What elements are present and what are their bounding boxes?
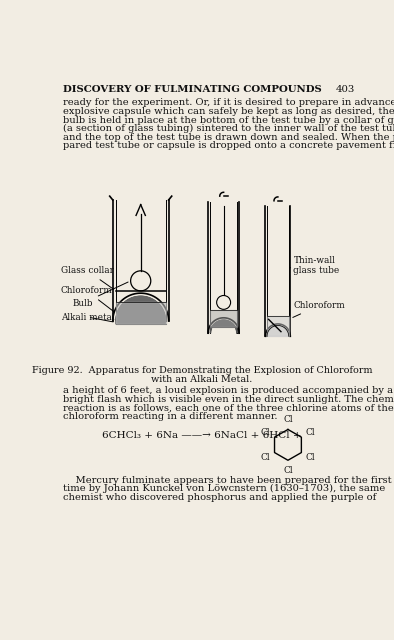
Text: chemist who discovered phosphorus and applied the purple of: chemist who discovered phosphorus and ap… [63,493,377,502]
Text: Glass collar: Glass collar [61,266,114,289]
Text: Chloroform: Chloroform [61,286,114,312]
Text: bulb is held in place at the bottom of the test tube by a collar of glass: bulb is held in place at the bottom of t… [63,116,394,125]
Text: Cl: Cl [305,428,315,436]
Text: pared test tube or capsule is dropped onto a concrete pavement from: pared test tube or capsule is dropped on… [63,141,394,150]
Text: DISCOVERY OF FULMINATING COMPOUNDS: DISCOVERY OF FULMINATING COMPOUNDS [63,85,322,94]
Text: ready for the experiment. Or, if it is desired to prepare in advance an: ready for the experiment. Or, if it is d… [63,99,394,108]
Text: Cl: Cl [261,453,271,462]
Text: Cl: Cl [261,428,271,436]
Text: Alkali metal: Alkali metal [61,312,115,322]
Text: Figure 92.  Apparatus for Demonstrating the Explosion of Chloroform: Figure 92. Apparatus for Demonstrating t… [32,365,372,374]
Polygon shape [267,326,289,336]
Text: Cl: Cl [283,466,293,475]
Polygon shape [210,320,237,333]
Polygon shape [116,296,165,324]
Text: 403: 403 [336,85,355,94]
Text: Chloroform: Chloroform [293,301,345,317]
Text: (a section of glass tubing) sintered to the inner wall of the test tube,: (a section of glass tubing) sintered to … [63,124,394,133]
Text: reaction is as follows, each one of the three chlorine atoms of the: reaction is as follows, each one of the … [63,404,394,413]
Text: Bulb: Bulb [72,282,128,308]
Text: Thin-wall
glass tube: Thin-wall glass tube [290,256,340,275]
Text: Mercury fulminate appears to have been prepared for the first: Mercury fulminate appears to have been p… [63,476,392,484]
Text: Cl: Cl [283,415,293,424]
Text: explosive capsule which can safely be kept as long as desired, then the: explosive capsule which can safely be ke… [63,107,394,116]
Text: Cl: Cl [305,453,315,462]
Text: bright flash which is visible even in the direct sunlight. The chemical: bright flash which is visible even in th… [63,395,394,404]
Text: and the top of the test tube is drawn down and sealed. When the pre-: and the top of the test tube is drawn do… [63,133,394,142]
Text: with an Alkali Metal.: with an Alkali Metal. [151,375,253,384]
Polygon shape [267,316,289,336]
Text: time by Johann Kunckel von Löwcnstern (1630–1703), the same: time by Johann Kunckel von Löwcnstern (1… [63,484,385,493]
Text: 6CHCl₃ + 6Na ——→ 6NaCl + 6HCl +: 6CHCl₃ + 6Na ——→ 6NaCl + 6HCl + [102,431,301,440]
Text: a height of 6 feet, a loud explosion is produced accompanied by a: a height of 6 feet, a loud explosion is … [63,387,393,396]
Polygon shape [210,310,237,327]
Polygon shape [116,303,165,324]
Text: chloroform reacting in a different manner.: chloroform reacting in a different manne… [63,412,278,421]
